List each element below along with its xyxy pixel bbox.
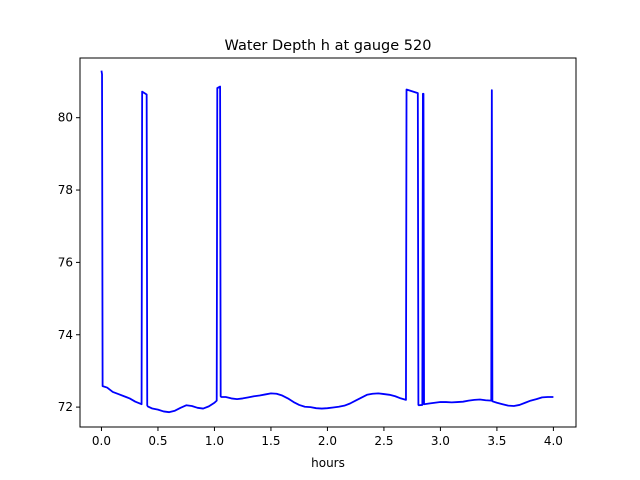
y-tick-label: 72 (58, 400, 73, 414)
x-tick-label: 1.0 (205, 434, 224, 448)
plot-frame (79, 57, 577, 428)
x-tick-label: 2.0 (318, 434, 337, 448)
x-tick-label: 2.5 (374, 434, 393, 448)
x-axis-label: hours (311, 456, 345, 470)
y-tick-label: 78 (58, 183, 73, 197)
x-tick-label: 3.5 (487, 434, 506, 448)
y-tick-label: 76 (58, 255, 73, 269)
x-tick-label: 3.0 (431, 434, 450, 448)
x-tick-label: 1.5 (261, 434, 280, 448)
y-axis: 72 74 76 78 80 (58, 111, 80, 414)
x-axis: 0.0 0.5 1.0 1.5 2.0 2.5 3.0 3.5 4.0 (92, 427, 563, 448)
x-tick-label: 4.0 (544, 434, 563, 448)
x-tick-label: 0.0 (92, 434, 111, 448)
y-tick-label: 80 (58, 111, 73, 125)
plot-area (100, 70, 554, 414)
y-tick-label: 74 (58, 328, 73, 342)
series-line-0 (100, 70, 554, 414)
chart-title: Water Depth h at gauge 520 (225, 38, 432, 54)
x-tick-label: 0.5 (148, 434, 167, 448)
